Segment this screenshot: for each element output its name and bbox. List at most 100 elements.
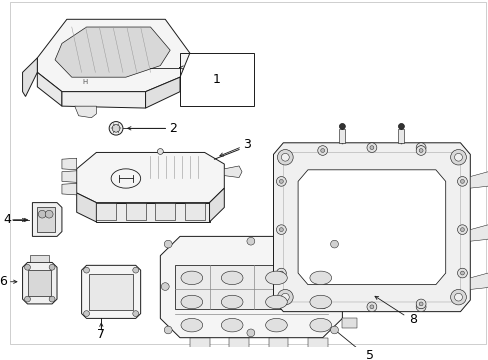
Polygon shape: [62, 92, 145, 108]
Polygon shape: [398, 129, 404, 143]
Text: 6: 6: [0, 275, 7, 288]
Circle shape: [24, 296, 30, 302]
Ellipse shape: [309, 318, 331, 332]
Polygon shape: [22, 262, 57, 304]
Polygon shape: [189, 338, 209, 355]
Polygon shape: [469, 273, 488, 289]
Polygon shape: [175, 265, 327, 309]
Ellipse shape: [221, 271, 243, 285]
Circle shape: [366, 302, 376, 312]
Polygon shape: [469, 172, 488, 188]
Circle shape: [133, 267, 139, 273]
Circle shape: [133, 311, 139, 316]
Circle shape: [457, 176, 467, 186]
Circle shape: [366, 143, 376, 152]
Circle shape: [450, 289, 466, 305]
Polygon shape: [339, 129, 345, 143]
Polygon shape: [37, 19, 189, 92]
Circle shape: [164, 240, 172, 248]
Circle shape: [279, 179, 283, 183]
Text: 5: 5: [365, 348, 373, 360]
Polygon shape: [62, 183, 77, 195]
Circle shape: [320, 302, 324, 306]
Circle shape: [24, 264, 30, 270]
Polygon shape: [62, 158, 77, 170]
Circle shape: [418, 305, 422, 309]
Circle shape: [450, 149, 466, 165]
Polygon shape: [96, 203, 116, 220]
Circle shape: [246, 329, 254, 337]
Circle shape: [317, 299, 327, 309]
Polygon shape: [55, 27, 170, 77]
Circle shape: [457, 225, 467, 234]
Polygon shape: [307, 338, 327, 355]
Circle shape: [460, 179, 464, 183]
Circle shape: [161, 283, 169, 291]
Polygon shape: [75, 106, 96, 118]
Circle shape: [276, 225, 285, 234]
Circle shape: [277, 289, 293, 305]
Circle shape: [157, 149, 163, 154]
Ellipse shape: [221, 295, 243, 309]
Polygon shape: [96, 203, 209, 222]
Polygon shape: [268, 338, 287, 355]
Ellipse shape: [181, 295, 202, 309]
Circle shape: [415, 299, 425, 309]
Circle shape: [320, 149, 324, 152]
Circle shape: [369, 146, 373, 149]
Text: 3: 3: [243, 138, 250, 151]
Ellipse shape: [309, 295, 331, 309]
Circle shape: [45, 210, 53, 218]
Polygon shape: [342, 246, 356, 265]
Circle shape: [281, 293, 288, 301]
Circle shape: [454, 293, 462, 301]
Polygon shape: [145, 77, 180, 108]
Polygon shape: [209, 188, 224, 222]
Circle shape: [418, 146, 422, 149]
Ellipse shape: [265, 271, 286, 285]
Circle shape: [279, 271, 283, 275]
Polygon shape: [30, 255, 49, 262]
Polygon shape: [37, 72, 62, 106]
Text: 2: 2: [169, 122, 177, 135]
Circle shape: [330, 240, 338, 248]
Circle shape: [281, 153, 288, 161]
Circle shape: [457, 268, 467, 278]
Polygon shape: [62, 171, 77, 183]
Circle shape: [38, 210, 46, 218]
Circle shape: [415, 302, 425, 312]
Ellipse shape: [309, 271, 331, 285]
Circle shape: [164, 326, 172, 334]
Ellipse shape: [181, 318, 202, 332]
Circle shape: [279, 228, 283, 231]
Circle shape: [369, 305, 373, 309]
Polygon shape: [342, 318, 356, 328]
Text: 7: 7: [97, 328, 105, 341]
Ellipse shape: [265, 295, 286, 309]
Circle shape: [460, 271, 464, 275]
Circle shape: [49, 264, 55, 270]
Polygon shape: [155, 203, 175, 220]
Circle shape: [109, 122, 122, 135]
Circle shape: [83, 311, 89, 316]
Ellipse shape: [265, 318, 286, 332]
Text: 8: 8: [408, 313, 416, 326]
Circle shape: [83, 267, 89, 273]
Circle shape: [415, 143, 425, 152]
Circle shape: [454, 153, 462, 161]
Circle shape: [112, 125, 120, 132]
Polygon shape: [229, 338, 248, 355]
Polygon shape: [469, 225, 488, 241]
Circle shape: [339, 123, 345, 129]
Polygon shape: [89, 274, 133, 310]
Text: H: H: [82, 79, 87, 85]
Circle shape: [418, 302, 422, 306]
Polygon shape: [28, 270, 51, 296]
Polygon shape: [184, 203, 204, 220]
Polygon shape: [37, 207, 55, 231]
Polygon shape: [273, 143, 469, 312]
Circle shape: [418, 149, 422, 152]
Polygon shape: [160, 237, 342, 338]
Circle shape: [330, 326, 338, 334]
Circle shape: [276, 268, 285, 278]
